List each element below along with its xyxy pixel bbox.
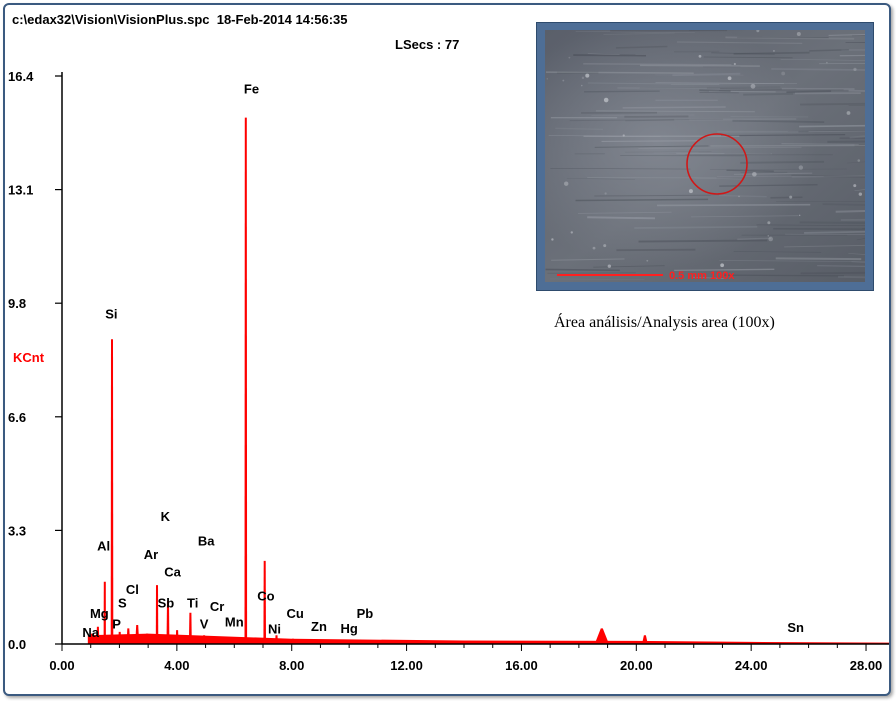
element-label: Al xyxy=(97,538,110,553)
y-tick-label: 6.6 xyxy=(8,410,26,425)
element-label: Ba xyxy=(198,533,215,548)
spectrum-peak xyxy=(103,581,106,644)
element-label: Fe xyxy=(244,81,259,96)
x-tick-label: 0.00 xyxy=(49,658,74,673)
element-label: Cu xyxy=(286,606,303,621)
y-tick-label: 16.4 xyxy=(8,69,34,84)
element-label: Ti xyxy=(187,596,198,611)
element-label: K xyxy=(161,509,171,524)
y-tick-label: 13.1 xyxy=(8,183,33,198)
element-label: Sb xyxy=(158,596,175,611)
y-axis-label: KCnt xyxy=(13,350,45,365)
element-label: Ar xyxy=(144,547,158,562)
spectrum-peak xyxy=(175,630,179,644)
element-label: Sn xyxy=(787,620,804,635)
spectrum-peak xyxy=(594,628,609,644)
x-tick-label: 20.00 xyxy=(620,658,653,673)
element-label: Ca xyxy=(164,564,181,579)
element-label: Zn xyxy=(311,619,327,634)
spectrum-chart: 0.0 3.3 6.6 9.8 13.1 16.4 0.00 4.00 8.00 12.00 16.… xyxy=(8,69,889,673)
element-label: Na xyxy=(82,625,99,640)
scale-bar-label: 0.5 mm 100x xyxy=(669,270,735,282)
x-tick-label: 4.00 xyxy=(164,658,189,673)
x-tick-label: 12.00 xyxy=(390,658,423,673)
element-label: Mn xyxy=(225,615,244,630)
x-tick-label: 8.00 xyxy=(279,658,304,673)
micrograph-inset: 0.5 mm 100x xyxy=(536,22,874,291)
spectrum-peak xyxy=(230,637,233,644)
element-label: P xyxy=(112,616,121,631)
micrograph-image: 0.5 mm 100x xyxy=(545,30,865,282)
spectrum-peak xyxy=(188,612,192,644)
spectrum-peak xyxy=(263,560,266,644)
y-tick-label: 3.3 xyxy=(8,523,26,538)
element-label: Mg xyxy=(90,606,109,621)
x-tick-label: 16.00 xyxy=(505,658,538,673)
live-seconds-readout: LSecs : 77 xyxy=(395,37,460,52)
element-label: Cl xyxy=(126,582,139,597)
element-label: S xyxy=(118,596,127,611)
spectrum-peak xyxy=(642,635,648,644)
spectrum-peak xyxy=(110,339,114,644)
y-tick-label: 0.0 xyxy=(8,637,26,652)
spectrum-peak xyxy=(118,631,122,644)
spectrum-trace xyxy=(87,117,889,645)
spectrum-peak xyxy=(135,625,140,644)
element-label: Co xyxy=(257,589,274,604)
x-tick-label: 24.00 xyxy=(735,658,768,673)
spectrum-peak xyxy=(275,635,278,644)
analysis-area-circle xyxy=(686,133,748,195)
spectrum-peak xyxy=(144,633,150,644)
element-label: Si xyxy=(105,306,117,321)
spectrum-baseline xyxy=(87,633,889,644)
spectrum-peak xyxy=(155,585,159,644)
spectrum-peak xyxy=(291,638,295,644)
spectrum-peak xyxy=(202,635,206,644)
element-label: V xyxy=(200,616,209,631)
spectrum-peak xyxy=(244,117,248,645)
element-label: Cr xyxy=(210,599,224,614)
spectrum-peak xyxy=(166,600,170,644)
spectrum-panel: 0.0 3.3 6.6 9.8 13.1 16.4 0.00 4.00 8.00 12.00 16.… xyxy=(3,3,891,696)
spectrum-peak xyxy=(90,633,94,644)
x-tick-label: 28.00 xyxy=(850,658,883,673)
spectrum-peak xyxy=(215,638,219,644)
spectrum-peak xyxy=(363,640,367,644)
spectrum-file-info: c:\edax32\Vision\VisionPlus.spc 18-Feb-2… xyxy=(12,12,348,27)
spectrum-peak xyxy=(126,628,131,644)
element-label: Pb xyxy=(357,606,374,621)
y-tick-label: 9.8 xyxy=(8,296,26,311)
spectrum-peak xyxy=(96,626,100,644)
element-label: Ni xyxy=(268,622,281,637)
surface-texture xyxy=(545,30,865,280)
element-label: Hg xyxy=(340,621,357,636)
chart-axes: 0.0 3.3 6.6 9.8 13.1 16.4 0.00 4.00 8.00 12.00 16.… xyxy=(8,69,889,673)
micrograph-caption: Área análisis/Analysis area (100x) xyxy=(554,314,775,331)
element-labels: Fe Si K Ba Al Ar Ca Cl Sb Ti Cr Co Cu Pb S MgP V Mn Ni Zn Hg… xyxy=(82,81,804,640)
